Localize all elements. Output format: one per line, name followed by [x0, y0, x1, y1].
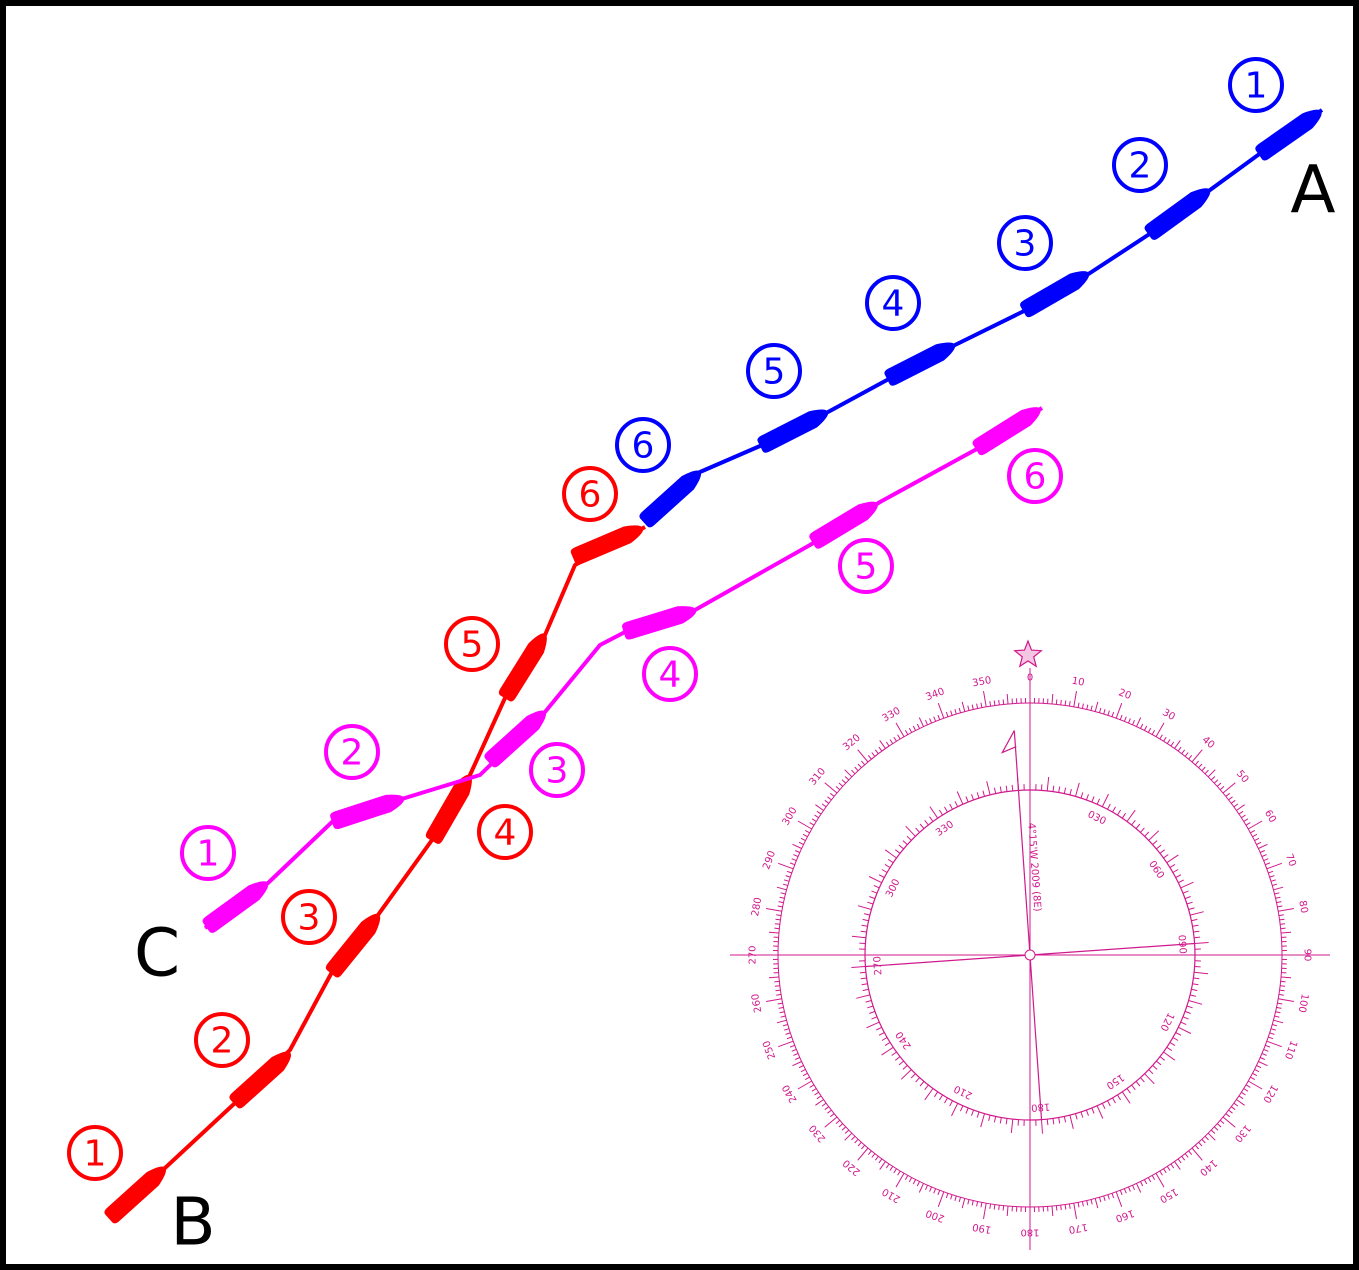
position-number: 5 [763, 352, 786, 393]
inner-degree-label: 270 [872, 956, 884, 976]
outer-degree-label: 20 [1117, 687, 1133, 702]
position-number: 2 [1129, 146, 1152, 187]
position-number: 6 [579, 475, 602, 516]
ship [570, 525, 644, 565]
outer-degree-label: 170 [1068, 1221, 1089, 1235]
ship [884, 342, 956, 386]
position-ring [444, 616, 500, 672]
position-number: 1 [84, 1134, 107, 1175]
north-star [1013, 639, 1043, 668]
position-ring [997, 215, 1053, 271]
ship [425, 774, 472, 844]
position-ring [865, 275, 921, 331]
ship [330, 794, 405, 830]
ship [972, 407, 1041, 456]
position-number: 4 [882, 284, 905, 325]
position-ring [615, 417, 671, 473]
inner-degree-label: 090 [1175, 934, 1187, 954]
outer-degree-label: 70 [1283, 852, 1298, 868]
position-ring [324, 724, 380, 780]
magnetic-arrow [1000, 730, 1017, 754]
outer-degree-label: 180 [1020, 1227, 1039, 1238]
vessel-letter: B [170, 1184, 215, 1261]
position-number: 4 [659, 655, 682, 696]
ship [622, 606, 697, 640]
position-number: 1 [197, 834, 220, 875]
ship [1255, 109, 1322, 161]
outer-degree-label: 0 [1027, 673, 1033, 684]
position-ring [180, 825, 236, 881]
position-ring [1112, 137, 1168, 193]
position-ring [642, 646, 698, 702]
outer-degree-label: 260 [750, 993, 764, 1014]
outer-degree-label: 100 [1296, 993, 1310, 1014]
outer-degree-label: 30 [1160, 707, 1177, 723]
position-ring [67, 1125, 123, 1181]
position-number: 3 [1014, 224, 1037, 265]
ship [202, 881, 269, 933]
position-number: 1 [1245, 66, 1268, 107]
ship [1144, 188, 1211, 240]
vessel-letter: A [1290, 152, 1335, 229]
position-ring [838, 538, 894, 594]
position-ring [281, 889, 337, 945]
position-ring [746, 343, 802, 399]
magnetic-axis [1013, 730, 1043, 1120]
outer-degree-label: 280 [750, 897, 764, 918]
position-number: 4 [494, 813, 517, 854]
center-mark [1024, 949, 1036, 961]
position-ring [529, 742, 585, 798]
position-number: 3 [546, 751, 569, 792]
outer-degree-label: 10 [1071, 676, 1085, 689]
ship [325, 913, 381, 978]
ship [809, 501, 879, 549]
ship [229, 1051, 292, 1109]
position-number: 6 [1024, 457, 1047, 498]
position-number: 5 [461, 625, 484, 666]
position-ring [1228, 57, 1284, 113]
position-number: 2 [341, 733, 364, 774]
position-ring [1007, 448, 1063, 504]
ship [1020, 271, 1090, 318]
position-number: 5 [855, 547, 878, 588]
ship [757, 409, 829, 453]
ship [484, 710, 547, 768]
position-ring [194, 1012, 250, 1068]
ship [639, 470, 702, 528]
position-number: 6 [632, 426, 655, 467]
outer-degree-label: 190 [972, 1221, 993, 1235]
position-number: 2 [211, 1021, 234, 1062]
position-ring [562, 466, 618, 522]
outer-degree-label: 350 [972, 675, 993, 689]
position-ring [477, 804, 533, 860]
track-line [108, 525, 646, 1220]
outer-degree-label: 270 [748, 945, 759, 964]
ship [104, 1166, 167, 1224]
vessel-letter: C [134, 915, 180, 992]
outer-degree-label: 90 [1302, 949, 1313, 962]
track-line [643, 108, 1324, 524]
position-number: 3 [298, 898, 321, 939]
outer-degree-label: 80 [1296, 900, 1309, 914]
ship [498, 633, 547, 702]
inner-degree-label: 180 [1031, 1100, 1051, 1112]
